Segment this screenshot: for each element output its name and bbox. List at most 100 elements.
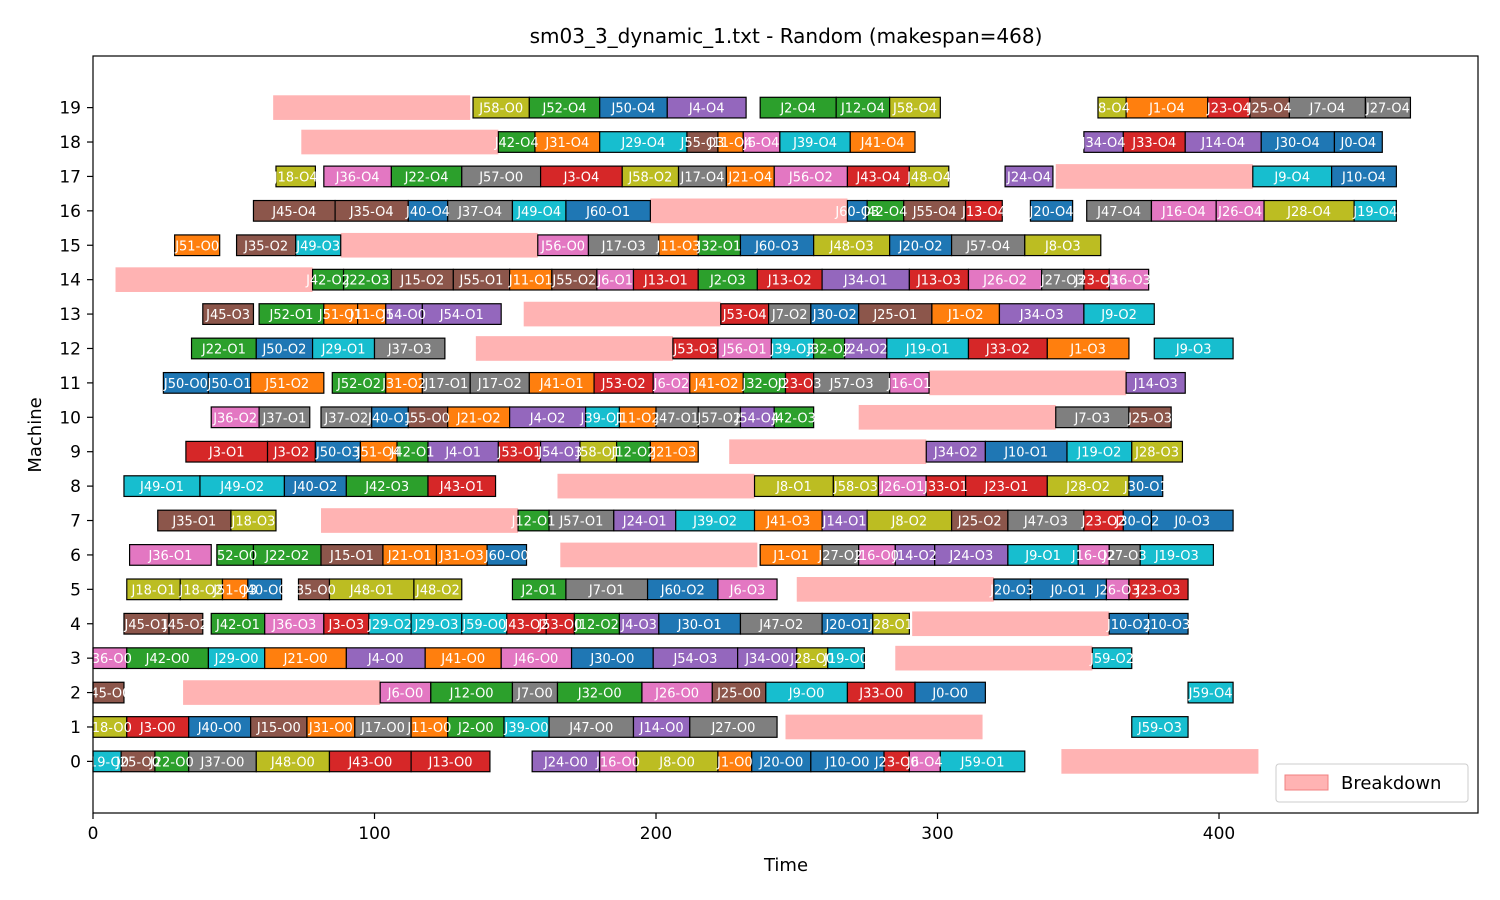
operation-label: J55-O1 [459, 274, 504, 289]
breakdown-bar [273, 95, 471, 120]
operation-label: J19-O4 [1352, 205, 1397, 220]
operation-label: J33-O4 [1131, 136, 1176, 151]
operation-bar [565, 199, 651, 222]
operation-bar [1148, 612, 1189, 635]
operation-label: J36-O2 [212, 411, 257, 426]
operation-label: J13-O3 [916, 274, 961, 289]
operation-bar [250, 371, 325, 394]
operation-label: J58-O3 [833, 480, 878, 495]
operation-label: J35-O0 [291, 583, 336, 598]
operation-label: J54-O0 [381, 308, 426, 323]
operation-label: J55-O2 [551, 274, 596, 289]
operation-label: J34-O0 [744, 652, 789, 667]
operation-label: J7-O0 [516, 687, 553, 702]
operation-label: J1-O4 [1148, 102, 1185, 117]
operation-bar [1153, 337, 1234, 360]
breakdown-bar [321, 508, 519, 533]
operation-label: J57-O4 [965, 239, 1010, 254]
operation-label: J22-O4 [404, 170, 449, 185]
operation-label: J52-O2 [336, 377, 381, 392]
operation-label: J0-O3 [1173, 515, 1210, 530]
operation-label: J16-O0 [595, 755, 640, 770]
operation-label: J42-O1 [390, 446, 435, 461]
operation-label: J36-O3 [271, 618, 316, 633]
operation-label: J49-O2 [219, 480, 264, 495]
operation-label: J24-O1 [622, 515, 667, 530]
operation-label: J10-O1 [1003, 446, 1048, 461]
operation-bar [1125, 371, 1186, 394]
operation-label: J40-O0 [242, 583, 287, 598]
breakdown-bar [301, 129, 499, 155]
operation-label: J33-O1 [923, 480, 968, 495]
y-tick-label: 16 [59, 202, 81, 222]
operation-label: J18-O2 [178, 583, 223, 598]
operation-label: J31-O2 [381, 377, 426, 392]
operation-label: J6-O0 [387, 687, 424, 702]
operation-label: J54-O4 [734, 411, 779, 426]
operation-bar [773, 406, 815, 429]
operation-label: J41-O2 [694, 377, 739, 392]
operation-label: J0-O1 [1050, 583, 1087, 598]
operation-bar [939, 750, 1026, 773]
operation-label: J37-O3 [387, 342, 432, 357]
operation-label: J9-O3 [1175, 342, 1212, 357]
operation-label: J12-O2 [611, 446, 656, 461]
operation-label: J7-O2 [771, 308, 808, 323]
operation-label: J42-O3 [364, 480, 409, 495]
operation-label: J25-O0 [115, 755, 160, 770]
operation-label: J34-O4 [1081, 136, 1126, 151]
breakdown-bar [929, 370, 1127, 396]
operation-label: J11-O1 [508, 274, 553, 289]
operation-label: J30-O4 [1275, 136, 1320, 151]
y-tick-label: 6 [70, 546, 81, 566]
operation-label: J59-O0 [461, 618, 506, 633]
operation-label: J20-O2 [898, 239, 943, 254]
operation-label: J24-O3 [948, 549, 993, 564]
breakdown-bar [785, 714, 983, 740]
operation-bar [689, 716, 778, 738]
operation-label: J4-O2 [529, 411, 566, 426]
operation-label: J35-O1 [171, 515, 216, 530]
operation-label: J9-O4 [1273, 170, 1310, 185]
operation-label: J18-O1 [131, 583, 176, 598]
operation-label: J54-O3 [537, 446, 582, 461]
operation-label: J11-O3 [656, 239, 701, 254]
breakdown-bar [523, 301, 721, 327]
operation-bar [889, 96, 941, 119]
operation-label: J45-O0 [86, 687, 131, 702]
y-axis-label: Machine [25, 397, 46, 472]
operation-label: J1-O2 [947, 308, 984, 323]
operation-label: J42-O1 [215, 618, 260, 633]
operation-label: J45-O1 [124, 618, 169, 633]
operation-label: J55-O0 [405, 411, 450, 426]
operation-label: J58-O0 [478, 102, 523, 117]
operation-bar [717, 578, 778, 601]
operation-label: J18-O0 [87, 721, 132, 736]
operation-bar [889, 371, 930, 394]
operation-label: J43-O1 [439, 480, 484, 495]
operation-label: J25-O4 [1247, 102, 1292, 117]
operation-label: J7-O3 [1074, 411, 1111, 426]
operation-label: J30-O1 [1123, 480, 1168, 495]
operation-bar [965, 199, 1003, 222]
operation-label: J10-O4 [1341, 170, 1386, 185]
operation-label: J48-O2 [415, 583, 460, 598]
operation-bar [1364, 96, 1412, 119]
operation-label: J48-O1 [349, 583, 394, 598]
y-tick-label: 15 [59, 236, 81, 256]
operation-label: J22-O3 [344, 274, 389, 289]
operation-label: J26-O0 [654, 687, 699, 702]
breakdown-bar [1061, 749, 1259, 774]
operation-bar [914, 681, 986, 704]
operation-bar [1128, 475, 1164, 498]
operation-label: J0-O0 [931, 687, 968, 702]
operation-label: J30-O2 [1114, 515, 1159, 530]
operation-label: J47-O2 [758, 618, 803, 633]
operation-label: J16-O0 [854, 549, 899, 564]
operation-label: J30-O2 [812, 308, 857, 323]
operation-label: J36-O4 [335, 170, 380, 185]
operation-label: J36-O1 [147, 549, 192, 564]
operation-label: J28-O1 [868, 618, 913, 633]
operation-bar [1108, 268, 1150, 291]
operation-label: J20-O4 [1029, 205, 1074, 220]
